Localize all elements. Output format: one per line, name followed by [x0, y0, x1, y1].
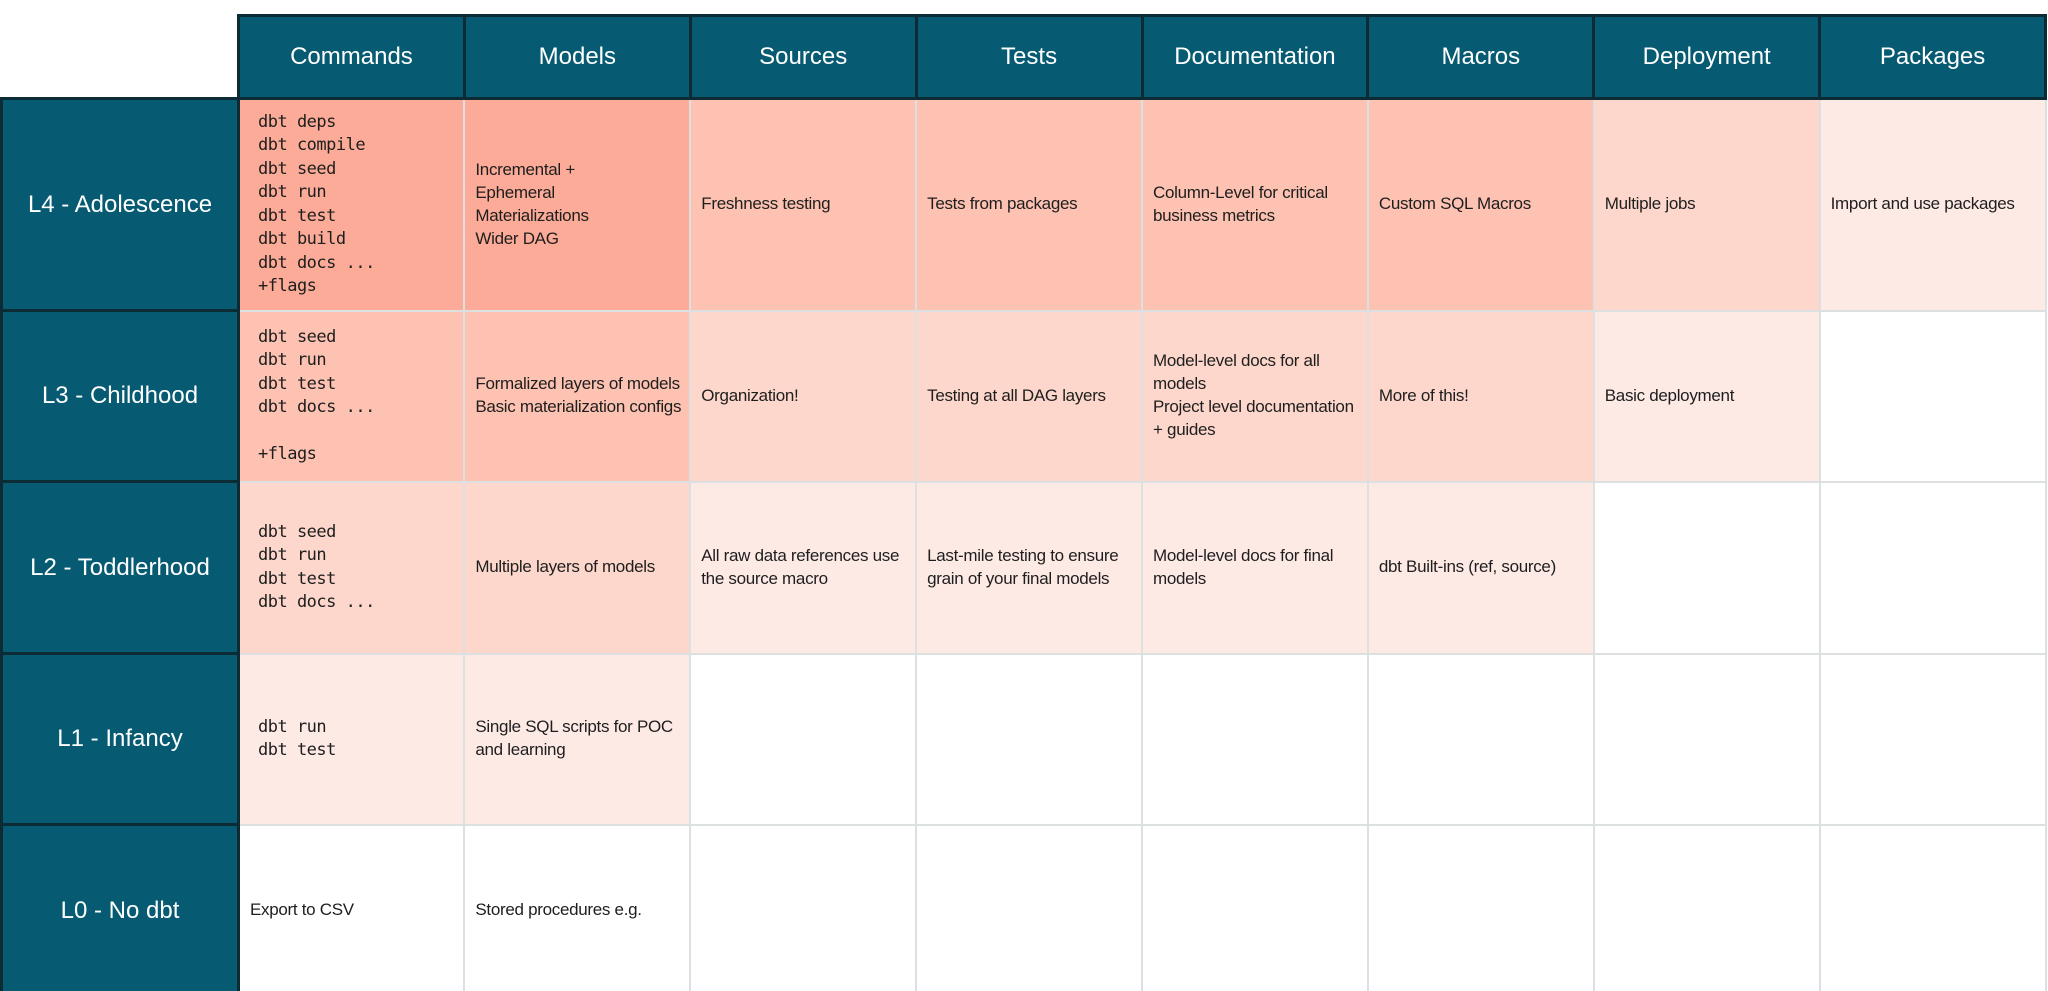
cell-l3-packages — [1818, 309, 2047, 483]
cell-l4-deployment: Multiple jobs — [1592, 97, 1821, 312]
cell-l4-commands: dbt deps dbt compile dbt seed dbt run db… — [237, 97, 466, 312]
row-header-l2: L2 - Toddlerhood — [0, 480, 240, 655]
cell-l3-documentation: Model-level docs for all models Project … — [1141, 309, 1369, 483]
column-header-documentation: Documentation — [1140, 14, 1370, 100]
cell-l1-models: Single SQL scripts for POC and learning — [463, 652, 692, 826]
cell-l4-documentation: Column-Level for critical business metri… — [1141, 97, 1369, 312]
cell-l3-tests: Testing at all DAG layers — [915, 309, 1143, 483]
cell-l1-macros — [1366, 652, 1595, 826]
cell-l1-packages — [1818, 652, 2047, 826]
cell-l2-packages — [1818, 480, 2047, 655]
cell-l0-commands: Export to CSV — [237, 823, 466, 991]
column-header-tests: Tests — [914, 14, 1144, 100]
cell-l4-models: Incremental + Ephemeral Materializations… — [463, 97, 692, 312]
maturity-row-l4: L4 - Adolescence dbt deps dbt compile dbt… — [0, 97, 2047, 312]
cell-l0-deployment — [1592, 823, 1821, 991]
table-body: L4 - Adolescence dbt deps dbt compile dbt… — [0, 97, 2047, 991]
cell-l2-deployment — [1592, 480, 1821, 655]
cell-l4-macros: Custom SQL Macros — [1366, 97, 1595, 312]
cell-l4-packages: Import and use packages — [1818, 97, 2047, 312]
column-header-commands: Commands — [237, 14, 466, 100]
cell-l2-documentation: Model-level docs for final models — [1141, 480, 1369, 655]
maturity-row-l3: L3 - Childhood dbt seed dbt run dbt test … — [0, 309, 2047, 483]
cell-l4-tests: Tests from packages — [915, 97, 1143, 312]
row-header-l3: L3 - Childhood — [0, 309, 240, 483]
cell-l3-macros: More of this! — [1366, 309, 1595, 483]
maturity-row-l0: L0 - No dbt Export to CSV Stored procedure… — [0, 823, 2047, 991]
cell-l1-sources — [689, 652, 918, 826]
column-header-deployment: Deployment — [1592, 14, 1822, 100]
column-header-macros: Macros — [1366, 14, 1596, 100]
table-header: Commands Models Sources Tests Documentation M… — [1, 14, 2047, 100]
cell-l1-commands: dbt run dbt test — [237, 652, 466, 826]
cell-l3-models: Formalized layers of models Basic materi… — [463, 309, 692, 483]
cell-l0-documentation — [1141, 823, 1369, 991]
column-header-sources: Sources — [688, 14, 918, 100]
cell-l1-deployment — [1592, 652, 1821, 826]
dbt-maturity-table: Commands Models Sources Tests Documentation M… — [0, 14, 2047, 991]
cell-l0-packages — [1818, 823, 2047, 991]
cell-l0-sources — [689, 823, 918, 991]
row-header-l0: L0 - No dbt — [0, 823, 240, 991]
cell-l2-tests: Last-mile testing to ensure grain of you… — [915, 480, 1143, 655]
row-header-l1: L1 - Infancy — [0, 652, 240, 826]
cell-l0-models: Stored procedures e.g. — [463, 823, 692, 991]
cell-l2-sources: All raw data references use the source m… — [689, 480, 918, 655]
cell-l3-deployment: Basic deployment — [1592, 309, 1821, 483]
column-header-packages: Packages — [1818, 14, 2047, 100]
cell-l2-models: Multiple layers of models — [463, 480, 692, 655]
header-row: Commands Models Sources Tests Documentation M… — [1, 14, 2047, 100]
cell-l2-macros: dbt Built-ins (ref, source) — [1366, 480, 1595, 655]
cell-l3-commands: dbt seed dbt run dbt test dbt docs ... +… — [237, 309, 466, 483]
cell-l4-sources: Freshness testing — [689, 97, 918, 312]
cell-l0-tests — [915, 823, 1143, 991]
maturity-row-l1: L1 - Infancy dbt run dbt test Single SQL s… — [0, 652, 2047, 826]
cell-l0-macros — [1366, 823, 1595, 991]
cell-l1-documentation — [1141, 652, 1369, 826]
cell-l3-sources: Organization! — [689, 309, 918, 483]
corner-cell — [1, 15, 239, 99]
maturity-row-l2: L2 - Toddlerhood dbt seed dbt run dbt tes… — [0, 480, 2047, 655]
cell-l1-tests — [915, 652, 1143, 826]
cell-l2-commands: dbt seed dbt run dbt test dbt docs ... — [237, 480, 466, 655]
column-header-models: Models — [462, 14, 692, 100]
row-header-l4: L4 - Adolescence — [0, 97, 240, 312]
